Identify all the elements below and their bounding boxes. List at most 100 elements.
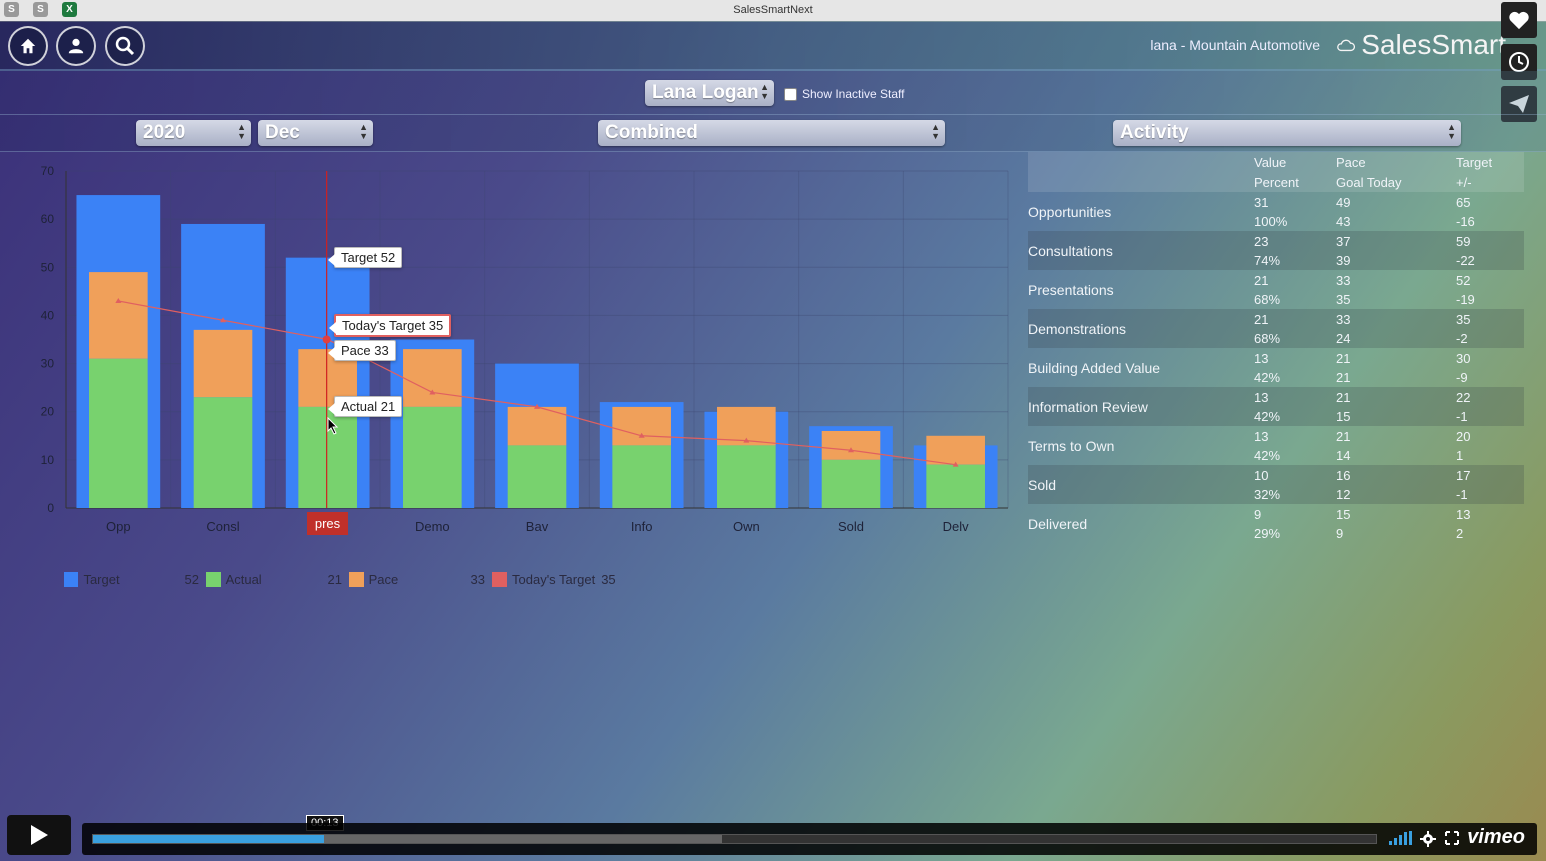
- legend-target-label: Target: [83, 572, 120, 587]
- stats-row[interactable]: Delivered 9 29% 15 9 13 2: [1028, 504, 1524, 543]
- stat-value: 23: [1254, 234, 1269, 249]
- actual-bar: [193, 397, 253, 508]
- app-s-icon[interactable]: S: [4, 2, 19, 17]
- stats-rows: Opportunities 31 100% 49 43 65 -16 Consultation…: [1028, 192, 1524, 543]
- stat-label: Consultations: [1028, 243, 1113, 259]
- todays-target-point: [848, 447, 854, 453]
- legend-pace-label: Pace: [368, 572, 399, 587]
- show-inactive-checkbox[interactable]: [784, 87, 797, 101]
- fullscreen-icon[interactable]: [1445, 831, 1459, 845]
- brand-logo: SalesSmart: [1336, 29, 1506, 61]
- staff-select-value: Lana Logan: [652, 82, 759, 103]
- vimeo-logo[interactable]: vimeo: [1467, 826, 1525, 848]
- select-arrows-icon: ▲ ▼: [931, 122, 940, 141]
- show-inactive-toggle[interactable]: Show Inactive Staff: [784, 87, 905, 101]
- x-tick-label: Bav: [526, 519, 549, 534]
- todays-target-point: [638, 432, 645, 438]
- legend-todays-target[interactable]: Today's Target 35: [492, 572, 616, 587]
- settings-gear-icon[interactable]: [1420, 831, 1436, 847]
- volume-icon[interactable]: [1389, 831, 1413, 845]
- like-button[interactable]: [1501, 2, 1537, 38]
- stat-label: Sold: [1028, 477, 1057, 493]
- side-actions: [1501, 2, 1537, 122]
- stat-pace: 21: [1336, 351, 1351, 366]
- stats-row[interactable]: Terms to Own 13 42% 21 14 20 1: [1028, 426, 1524, 465]
- actual-bar: [89, 358, 148, 508]
- selected-category-badge[interactable]: pres: [307, 512, 348, 535]
- window-title: SalesSmartNext: [733, 4, 813, 16]
- stat-target: 52: [1456, 273, 1471, 288]
- actual-bar: [507, 445, 567, 508]
- mode-select[interactable]: Combined ▲ ▼: [598, 120, 945, 146]
- pace-bar: [612, 406, 671, 446]
- profile-button[interactable]: [56, 26, 96, 66]
- stat-value: 9: [1254, 507, 1262, 522]
- x-tick-label: Consl: [206, 519, 239, 534]
- stat-value: 31: [1254, 195, 1269, 210]
- paper-plane-icon: [1509, 95, 1529, 113]
- stats-row[interactable]: Presentations 21 68% 33 35 52 -19: [1028, 270, 1524, 309]
- home-icon: [20, 38, 36, 54]
- pace-tooltip: Pace 33: [328, 340, 396, 361]
- x-tick-label: Opp: [106, 519, 131, 534]
- stats-row[interactable]: Demonstrations 21 68% 33 24 35 -2: [1028, 309, 1524, 348]
- cloud-icon: [1337, 39, 1356, 52]
- stat-diff: -1: [1456, 409, 1468, 424]
- app-s-icon-2[interactable]: S: [33, 2, 48, 17]
- stats-row[interactable]: Consultations 23 74% 37 39 59 -22: [1028, 231, 1524, 270]
- month-select[interactable]: Dec ▲ ▼: [258, 120, 373, 146]
- mode-select-value: Combined: [605, 122, 698, 143]
- play-button[interactable]: [7, 815, 71, 855]
- excel-icon[interactable]: X: [62, 2, 77, 17]
- stat-diff: 1: [1456, 448, 1464, 463]
- stat-goal-today: 21: [1336, 370, 1351, 385]
- legend-target-value: 52: [184, 572, 199, 587]
- todays-target-point: [220, 317, 226, 323]
- stats-row[interactable]: Opportunities 31 100% 49 43 65 -16: [1028, 192, 1524, 231]
- y-tick-label: 70: [41, 164, 55, 178]
- metric-select-value: Activity: [1120, 122, 1189, 143]
- stat-pace: 49: [1336, 195, 1351, 210]
- actual-bar: [403, 406, 462, 508]
- stat-pace: 21: [1336, 429, 1351, 444]
- actual-tooltip: Actual 21: [327, 396, 403, 417]
- header-value: Value: [1254, 155, 1287, 170]
- stat-diff: -2: [1456, 331, 1468, 346]
- stat-pace: 21: [1336, 390, 1351, 405]
- legend-actual[interactable]: Actual 21: [206, 572, 349, 587]
- legend-pace[interactable]: Pace 33: [349, 572, 492, 587]
- legend-target[interactable]: Target 52: [64, 572, 206, 587]
- stat-percent: 68%: [1254, 292, 1281, 307]
- home-button[interactable]: [8, 26, 48, 66]
- stat-goal-today: 15: [1336, 409, 1351, 424]
- stats-row[interactable]: Information Review 13 42% 21 15 22 -1: [1028, 387, 1524, 426]
- watch-later-button[interactable]: [1501, 44, 1537, 80]
- select-arrows-icon: ▲ ▼: [1447, 122, 1456, 141]
- stat-value: 13: [1254, 390, 1269, 405]
- person-icon: [68, 38, 84, 54]
- year-select[interactable]: 2020 ▲ ▼: [136, 120, 251, 146]
- stat-target: 22: [1456, 390, 1471, 405]
- metric-select[interactable]: Activity ▲ ▼: [1113, 120, 1461, 146]
- stat-percent: 42%: [1254, 370, 1281, 385]
- search-button[interactable]: [105, 26, 145, 66]
- stat-percent: 32%: [1254, 487, 1281, 502]
- organization-label: lana - Mountain Automotive: [1150, 37, 1320, 53]
- stat-target: 17: [1456, 468, 1471, 483]
- y-tick-label: 30: [41, 357, 55, 371]
- clock-icon: [1509, 52, 1529, 72]
- legend-actual-label: Actual: [225, 572, 262, 587]
- staff-select[interactable]: Lana Logan ▲ ▼: [645, 80, 774, 106]
- stat-goal-today: 9: [1336, 526, 1344, 541]
- video-seek-track[interactable]: [92, 834, 1377, 844]
- share-button[interactable]: [1501, 86, 1537, 122]
- stat-pace: 15: [1336, 507, 1351, 522]
- stats-row[interactable]: Sold 10 32% 16 12 17 -1: [1028, 465, 1524, 504]
- legend-todays-target-value: 35: [601, 572, 616, 587]
- header-percent: Percent: [1254, 175, 1299, 190]
- legend-actual-value: 21: [327, 572, 342, 587]
- stats-row[interactable]: Building Added Value 13 42% 21 21 30 -9: [1028, 348, 1524, 387]
- stat-percent: 29%: [1254, 526, 1281, 541]
- video-progress-bar: vimeo: [82, 823, 1537, 855]
- stat-diff: -9: [1456, 370, 1468, 385]
